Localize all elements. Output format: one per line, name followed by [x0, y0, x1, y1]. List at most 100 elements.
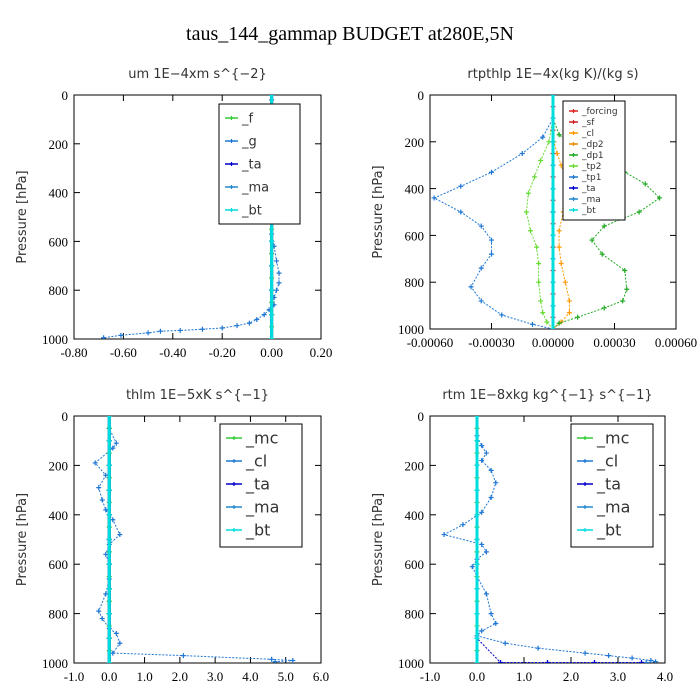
data-point: [274, 287, 280, 293]
data-point: [589, 237, 595, 243]
legend: _f _g _ta _ma _bt: [218, 103, 301, 225]
data-point: [582, 650, 588, 656]
data-point: [219, 325, 225, 331]
data-point: [199, 326, 205, 332]
data-point: [550, 256, 556, 262]
y-tick-label: 0: [62, 88, 69, 103]
legend-marker: [232, 505, 236, 509]
legend-marker: [583, 459, 587, 463]
x-tick-label: 2.0: [563, 669, 579, 684]
series-line-tp2: [525, 95, 554, 329]
legend-label: _ta: [241, 158, 262, 173]
figure-title: taus_144_gammap BUDGET at280E,5N: [186, 23, 514, 45]
legend-marker: [571, 131, 576, 135]
data-point: [478, 265, 484, 271]
data-point: [474, 586, 480, 592]
data-point: [599, 251, 605, 257]
x-tick-label: 0.20: [310, 345, 333, 360]
data-point: [96, 485, 102, 491]
data-point: [519, 151, 525, 156]
data-point: [101, 335, 107, 339]
data-point: [177, 327, 183, 333]
axes-frame: [73, 94, 322, 340]
data-point: [636, 209, 642, 215]
data-point: [474, 537, 480, 542]
data-point: [474, 512, 480, 518]
x-tick-label: 0.0: [101, 669, 117, 684]
legend-marker: [571, 109, 576, 113]
data-point: [643, 660, 649, 663]
data-point: [550, 209, 556, 215]
panel-2: rtpthlp 1E−4x(kg K)/(kg s) -0.00060 -0.000…: [371, 67, 697, 350]
data-point: [92, 460, 98, 466]
legend-marker: [232, 459, 236, 463]
series-line-cl: [552, 95, 570, 329]
data-point: [106, 537, 112, 542]
data-point: [234, 323, 240, 329]
y-tick-label: 600: [49, 557, 69, 572]
data-point: [530, 321, 535, 327]
data-point: [479, 541, 485, 547]
data-point: [556, 244, 562, 250]
x-tick-label: 0.00060: [655, 335, 697, 350]
x-tick-label: -0.60: [110, 345, 137, 360]
x-tick-label: -0.00060: [407, 335, 454, 350]
legend-label: _bt: [245, 521, 270, 541]
data-point: [498, 660, 503, 663]
data-point: [276, 270, 282, 276]
data-point: [545, 660, 550, 663]
plot-area: [441, 416, 659, 663]
legend: _mc _cl _ta _ma _bt: [219, 423, 303, 548]
legend-label: _forcing: [581, 107, 618, 117]
x-tick-label: 4.0: [657, 669, 673, 684]
data-point: [474, 611, 480, 617]
data-point: [261, 312, 267, 318]
x-tick-label: -1.0: [420, 669, 441, 684]
x-tick-label: 1.0: [516, 669, 532, 684]
data-point: [479, 628, 485, 634]
legend-marker: [583, 505, 587, 509]
data-point: [502, 640, 508, 646]
data-point: [488, 467, 494, 473]
data-point: [540, 134, 546, 140]
legend-label: _g: [241, 135, 257, 150]
legend-label: _ta: [596, 475, 621, 495]
data-point: [648, 658, 654, 663]
data-point: [254, 316, 260, 322]
x-tick-label: 0.00000: [532, 335, 574, 350]
data-point: [489, 169, 494, 175]
y-tick-label: 200: [49, 137, 69, 152]
data-point: [534, 244, 540, 250]
y-tick-label: 800: [49, 607, 69, 622]
x-tick-label: 1.0: [136, 669, 152, 684]
data-point: [269, 263, 275, 269]
y-tick-label: 0: [418, 88, 425, 103]
data-point: [474, 561, 480, 567]
panel-title: rtpthlp 1E−4x(kg K)/(kg s): [467, 67, 638, 82]
data-point: [642, 181, 648, 187]
data-point: [489, 251, 494, 257]
data-point: [106, 561, 112, 567]
data-point: [483, 591, 489, 597]
data-point: [558, 260, 564, 266]
data-point: [474, 462, 480, 468]
data-point: [525, 190, 531, 196]
data-point: [639, 660, 644, 663]
data-point: [527, 228, 533, 234]
y-tick-label: 800: [405, 607, 425, 622]
y-tick-label: 400: [405, 508, 425, 523]
plot-area: [431, 95, 663, 329]
legend-label: _bt: [596, 521, 621, 541]
data-point: [620, 298, 626, 304]
legend-label: _cl: [596, 452, 618, 472]
data-point: [269, 287, 275, 293]
data-point: [622, 268, 628, 273]
y-axis-label: Pressure [hPa]: [15, 170, 30, 263]
y-axis-label: Pressure [hPa]: [371, 493, 386, 586]
data-point: [106, 462, 112, 468]
data-point: [474, 635, 480, 641]
data-point: [483, 549, 489, 555]
legend-marker: [571, 153, 576, 157]
data-point: [624, 286, 630, 292]
data-point: [566, 310, 572, 316]
